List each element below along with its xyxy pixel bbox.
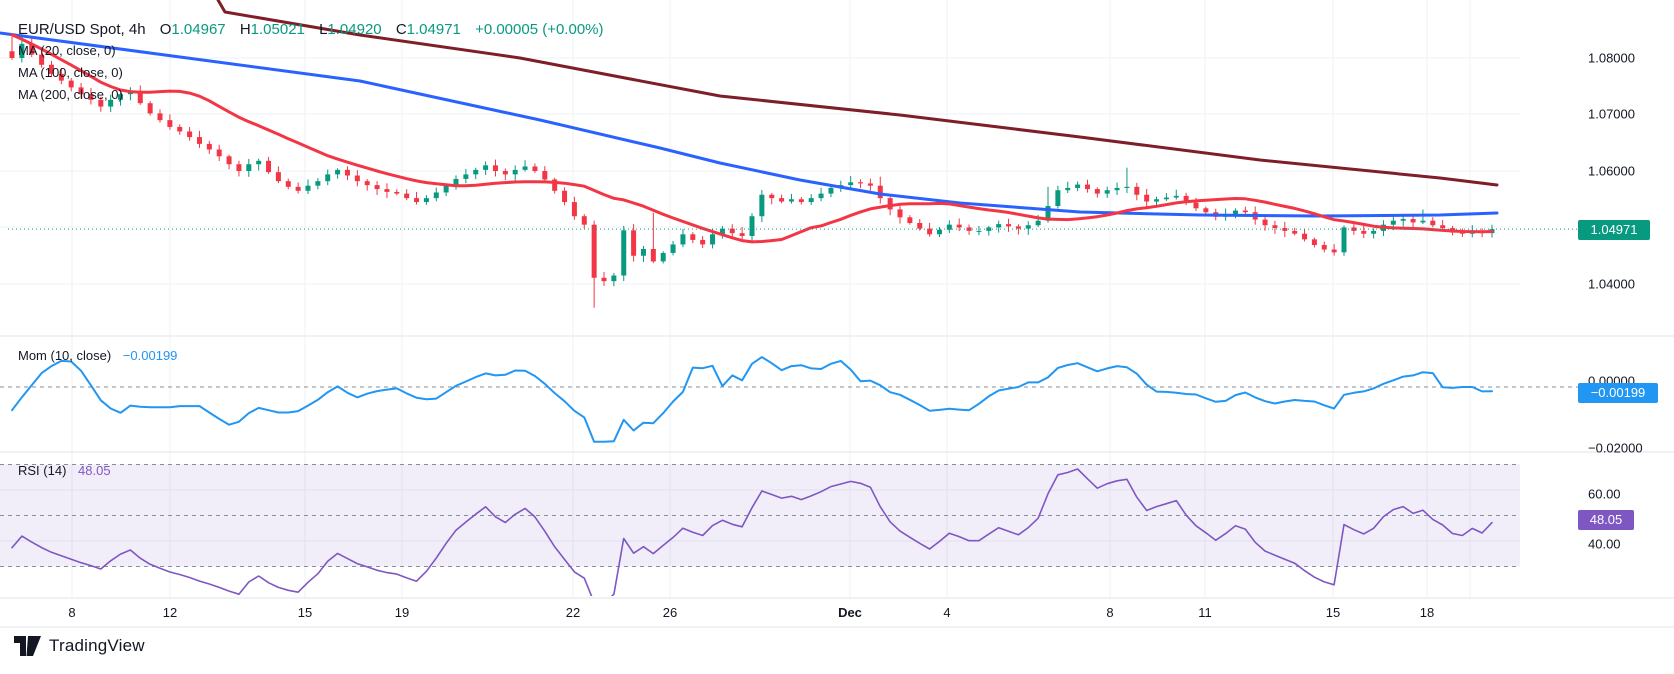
time-axis-label: 19: [395, 605, 409, 620]
chart-canvas[interactable]: 1.080001.070001.060001.040000.00000−0.02…: [0, 0, 1674, 628]
time-axis-label: Dec: [838, 605, 862, 620]
time-axis-label: 8: [1106, 605, 1113, 620]
time-axis-label: 15: [298, 605, 312, 620]
tradingview-logo-icon: [14, 636, 41, 656]
time-axis-label: 22: [566, 605, 580, 620]
ma100-line: [0, 31, 1499, 218]
price-axis-label: 1.06000: [1588, 164, 1635, 179]
time-axis-label: 15: [1326, 605, 1340, 620]
rsi-line: [11, 468, 1493, 596]
grid-layer: [0, 0, 1520, 598]
tradingview-logo-text: TradingView: [49, 636, 145, 655]
price-axis-label: 1.07000: [1588, 107, 1635, 122]
time-axis-label: 11: [1198, 605, 1212, 620]
price-axis[interactable]: 1.080001.070001.060001.040000.00000−0.02…: [1588, 51, 1643, 552]
last-price-badge: 1.04971: [1578, 220, 1650, 240]
time-axis-label: 18: [1420, 605, 1434, 620]
tradingview-attribution[interactable]: TradingView: [14, 634, 145, 658]
rsi-value-badge: 48.05: [1578, 510, 1634, 530]
rsi-axis-label: 60.00: [1588, 487, 1621, 502]
price-axis-label: 1.04000: [1588, 277, 1635, 292]
momentum-line: [11, 356, 1493, 443]
rsi-axis-label: 40.00: [1588, 537, 1621, 552]
time-axis-label: 4: [943, 605, 950, 620]
momentum-value-badge: −0.00199: [1578, 383, 1658, 403]
time-axis[interactable]: 8 12 15 19 22 26 Dec 4 8 11 15 18: [68, 605, 1434, 620]
rsi-band: [0, 464, 1520, 567]
time-axis-label: 26: [663, 605, 677, 620]
time-axis-label: 12: [163, 605, 177, 620]
price-axis-label: 1.08000: [1588, 51, 1635, 66]
time-axis-label: 8: [68, 605, 75, 620]
ma20-line: [10, 33, 1494, 244]
ma200-line: [216, 0, 1499, 187]
momentum-axis-label: −0.02000: [1588, 441, 1643, 456]
